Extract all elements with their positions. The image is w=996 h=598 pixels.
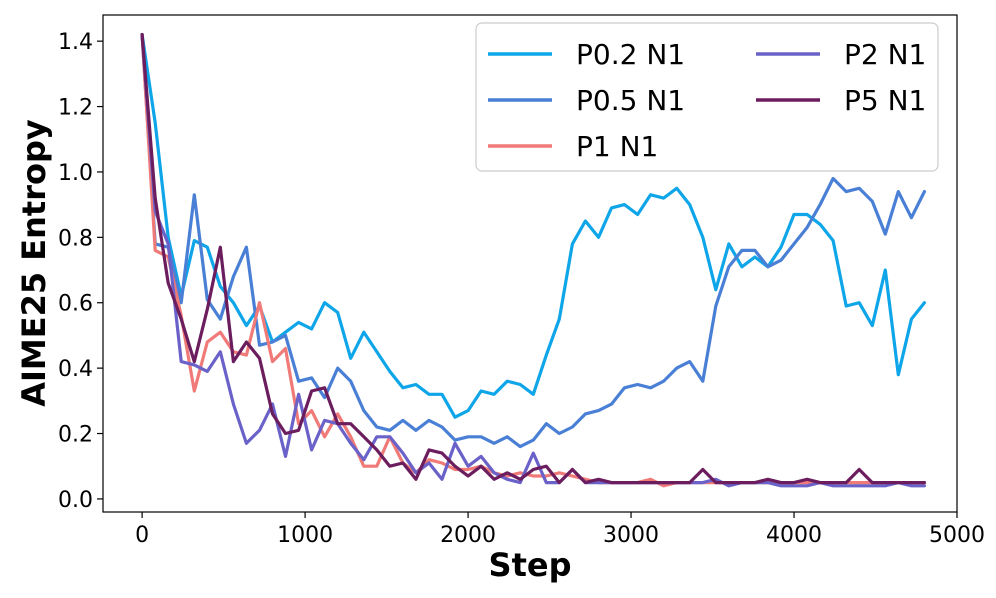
legend: P0.2 N1 P0.5 N1 P1 N1 P2 N1 P5 N1 xyxy=(475,22,939,172)
plot-frame xyxy=(102,14,958,513)
legend-label-p5-n1: P5 N1 xyxy=(844,84,926,117)
series-line-p5-n1 xyxy=(140,32,927,485)
legend-label-p2-n1: P2 N1 xyxy=(844,38,926,71)
x-tick-label: 4000 xyxy=(766,523,822,548)
y-tick-label: 0.0 xyxy=(58,488,93,513)
x-axis: 0 1000 2000 3000 4000 5000 xyxy=(135,512,985,548)
legend-frame xyxy=(475,22,939,172)
y-tick-label: 0.8 xyxy=(58,226,93,251)
x-axis-title: Step xyxy=(489,546,572,584)
legend-label-p0-2-n1: P0.2 N1 xyxy=(576,38,685,71)
x-tick-label: 3000 xyxy=(603,523,659,548)
x-tick-label: 2000 xyxy=(440,523,496,548)
y-tick-label: 1.2 xyxy=(58,96,93,121)
y-axis: 0.0 0.2 0.4 0.6 0.8 1.0 1.2 1.4 xyxy=(58,30,103,513)
y-axis-title: AIME25 Entropy xyxy=(15,119,53,407)
series-layer xyxy=(140,32,927,488)
y-tick-label: 1.0 xyxy=(58,161,93,186)
x-tick-label: 1000 xyxy=(277,523,333,548)
legend-label-p0-5-n1: P0.5 N1 xyxy=(576,84,685,117)
y-tick-label: 0.6 xyxy=(58,292,93,317)
y-tick-label: 0.2 xyxy=(58,423,93,448)
legend-label-p1-n1: P1 N1 xyxy=(576,130,658,163)
y-tick-label: 1.4 xyxy=(58,30,93,55)
y-tick-label: 0.4 xyxy=(58,357,93,382)
x-tick-label: 5000 xyxy=(929,523,985,548)
series-line-p2-n1 xyxy=(140,32,927,488)
series-line-p0-5-n1 xyxy=(140,32,927,449)
x-tick-label: 0 xyxy=(135,523,149,548)
